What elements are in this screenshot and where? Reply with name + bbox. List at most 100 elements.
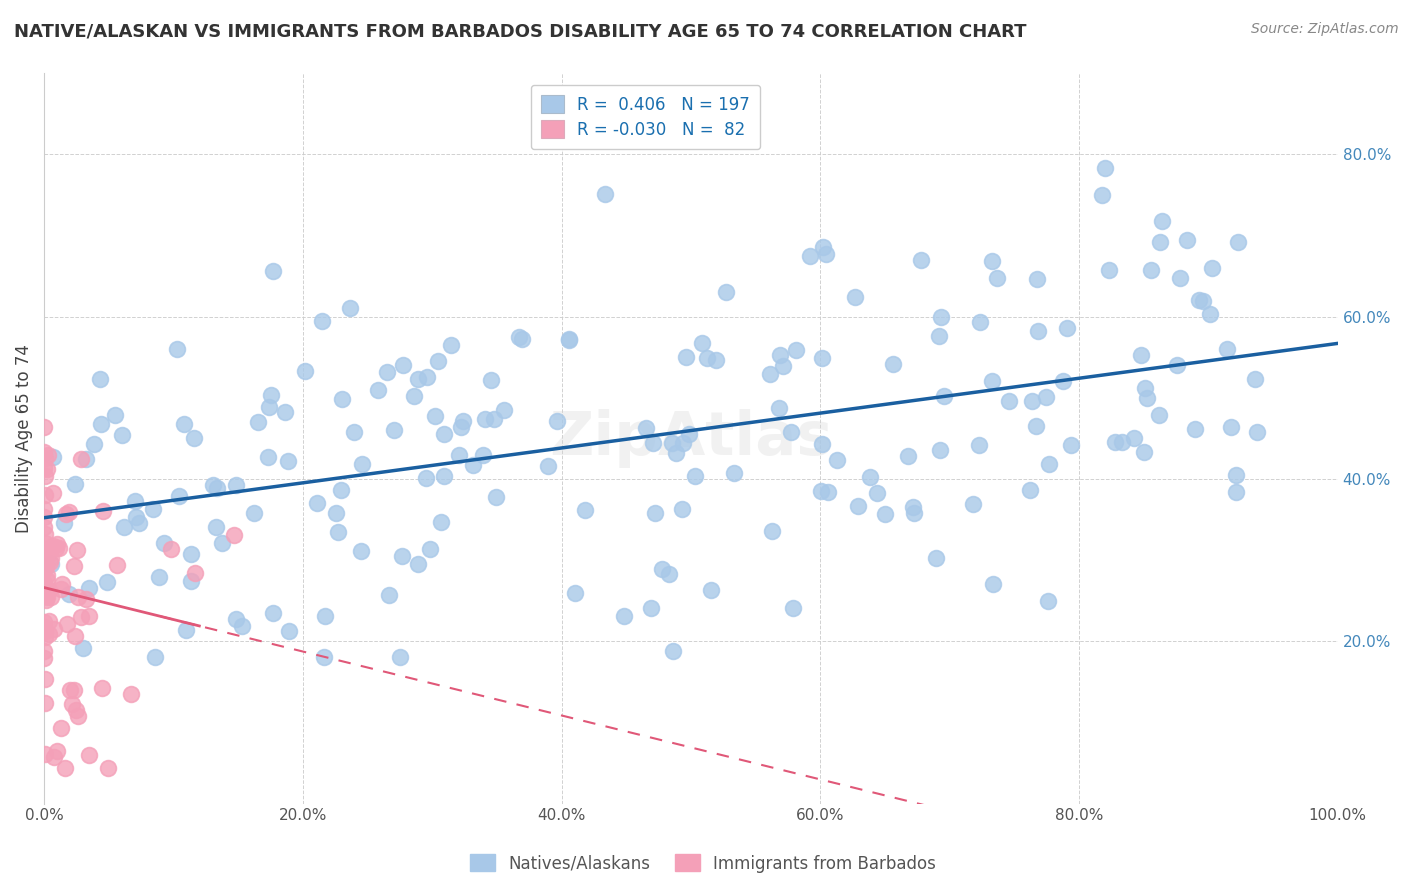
Point	[859, 469, 882, 483]
Point	[204, 520, 226, 534]
Point	[866, 485, 889, 500]
Point	[1227, 235, 1250, 250]
Point	[34, 547, 56, 561]
Point	[148, 570, 170, 584]
Point	[640, 600, 662, 615]
Point	[772, 359, 794, 373]
Point	[153, 536, 176, 550]
Point	[39, 557, 62, 571]
Point	[367, 383, 389, 397]
Point	[90, 681, 112, 695]
Point	[1026, 324, 1049, 338]
Point	[769, 348, 792, 362]
Point	[35, 550, 58, 565]
Point	[55, 617, 77, 632]
Point	[325, 506, 347, 520]
Point	[811, 240, 834, 254]
Point	[1139, 263, 1161, 277]
Point	[1150, 214, 1173, 228]
Point	[35, 574, 58, 588]
Point	[96, 574, 118, 589]
Point	[34, 451, 56, 466]
Point	[558, 332, 581, 346]
Point	[35, 592, 58, 607]
Point	[311, 313, 333, 327]
Point	[1094, 161, 1116, 175]
Point	[1026, 271, 1049, 285]
Point	[1149, 235, 1171, 249]
Point	[45, 744, 67, 758]
Point	[352, 458, 374, 472]
Point	[51, 576, 73, 591]
Point	[44, 622, 66, 636]
Point	[75, 591, 97, 606]
Point	[406, 557, 429, 571]
Point	[120, 687, 142, 701]
Point	[39, 591, 62, 605]
Point	[969, 314, 991, 328]
Point	[125, 510, 148, 524]
Point	[58, 587, 80, 601]
Point	[66, 543, 89, 558]
Point	[77, 609, 100, 624]
Point	[392, 358, 415, 372]
Point	[433, 427, 456, 442]
Point	[247, 415, 270, 429]
Point	[925, 550, 948, 565]
Point	[32, 509, 55, 524]
Point	[34, 543, 56, 558]
Point	[242, 506, 264, 520]
Point	[32, 502, 55, 516]
Point	[508, 330, 530, 344]
Point	[494, 403, 516, 417]
Point	[986, 270, 1008, 285]
Point	[60, 698, 83, 712]
Point	[1216, 342, 1239, 356]
Point	[815, 246, 838, 260]
Point	[34, 624, 56, 638]
Point	[810, 484, 832, 499]
Point	[105, 558, 128, 572]
Point	[32, 644, 55, 658]
Point	[415, 470, 437, 484]
Point	[1199, 307, 1222, 321]
Point	[91, 504, 114, 518]
Point	[1038, 594, 1060, 608]
Point	[34, 630, 56, 644]
Point	[32, 620, 55, 634]
Point	[42, 749, 65, 764]
Point	[35, 462, 58, 476]
Point	[510, 332, 533, 346]
Point	[224, 527, 246, 541]
Point	[350, 544, 373, 558]
Point	[79, 748, 101, 763]
Point	[423, 409, 446, 423]
Point	[929, 310, 952, 324]
Point	[59, 682, 82, 697]
Point	[67, 709, 90, 723]
Point	[1201, 260, 1223, 275]
Point	[330, 392, 353, 407]
Text: Source: ZipAtlas.com: Source: ZipAtlas.com	[1251, 22, 1399, 37]
Point	[262, 264, 284, 278]
Point	[34, 420, 56, 434]
Point	[537, 459, 560, 474]
Point	[124, 494, 146, 508]
Point	[55, 508, 77, 522]
Point	[37, 448, 59, 462]
Point	[671, 501, 693, 516]
Point	[34, 541, 56, 556]
Point	[1111, 435, 1133, 450]
Point	[661, 436, 683, 450]
Point	[75, 451, 97, 466]
Point	[634, 420, 657, 434]
Point	[79, 581, 101, 595]
Point	[32, 615, 55, 629]
Legend: Natives/Alaskans, Immigrants from Barbados: Natives/Alaskans, Immigrants from Barbad…	[463, 847, 943, 880]
Point	[485, 490, 508, 504]
Point	[882, 357, 904, 371]
Point	[173, 417, 195, 431]
Point	[39, 555, 62, 569]
Point	[34, 488, 56, 502]
Point	[83, 437, 105, 451]
